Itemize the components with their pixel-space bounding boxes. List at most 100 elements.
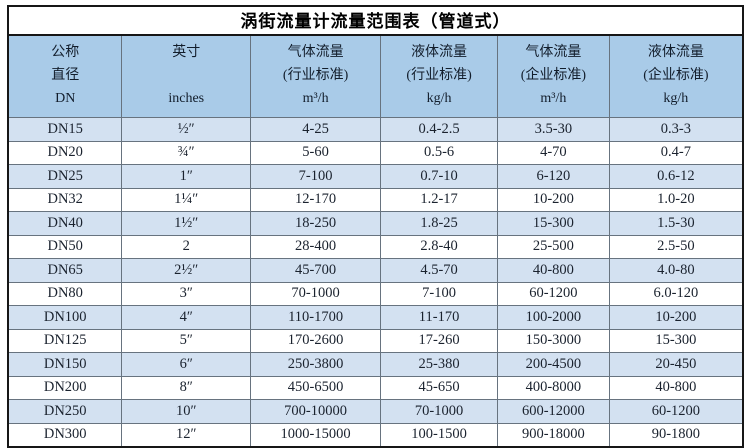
cell-liquid-enterprise: 20-450 xyxy=(608,352,744,377)
table-row: DN32 1¼″ 12-170 1.2-17 10-200 1.0-20 xyxy=(7,187,744,212)
cell-gas-enterprise: 100-2000 xyxy=(497,305,610,330)
cell-inches: 2 xyxy=(121,234,252,259)
header-line: (企业标准) xyxy=(643,68,709,84)
cell-gas-enterprise: 200-4500 xyxy=(497,352,610,377)
cell-gas-industry: 4-25 xyxy=(250,117,382,142)
header-line: kg/h xyxy=(426,90,452,106)
header-line xyxy=(122,65,250,88)
cell-gas-enterprise: 150-3000 xyxy=(497,328,610,353)
cell-dn: DN65 xyxy=(7,258,123,283)
cell-gas-industry: 28-400 xyxy=(250,234,382,259)
cell-inches: 1¼″ xyxy=(121,187,252,212)
column-header-gas-enterprise: 气体流量 (企业标准) m³/h xyxy=(497,34,610,118)
cell-inches: 1″ xyxy=(121,164,252,189)
column-header-liquid-industry: 液体流量 (行业标准) kg/h xyxy=(380,34,498,118)
cell-inches: 3″ xyxy=(121,281,252,306)
cell-gas-enterprise: 10-200 xyxy=(497,187,610,212)
cell-liquid-enterprise: 1.0-20 xyxy=(608,187,744,212)
cell-gas-enterprise: 900-18000 xyxy=(497,422,610,448)
cell-dn: DN80 xyxy=(7,281,123,306)
cell-gas-enterprise: 40-800 xyxy=(497,258,610,283)
table-row: DN125 5″ 170-2600 17-260 150-3000 15-300 xyxy=(7,328,744,353)
cell-liquid-industry: 100-1500 xyxy=(380,422,498,448)
table-row: DN25 1″ 7-100 0.7-10 6-120 0.6-12 xyxy=(7,164,744,189)
cell-liquid-enterprise: 6.0-120 xyxy=(608,281,744,306)
cell-liquid-enterprise: 60-1200 xyxy=(608,399,744,424)
header-line: m³/h xyxy=(302,90,329,106)
table-title: 涡街流量计流量范围表（管道式） xyxy=(8,6,743,36)
cell-dn: DN150 xyxy=(7,352,123,377)
cell-dn: DN125 xyxy=(7,328,123,353)
table-row: DN100 4″ 110-1700 11-170 100-2000 10-200 xyxy=(7,305,744,330)
cell-liquid-industry: 17-260 xyxy=(380,328,498,353)
header-line: 公称 xyxy=(51,45,80,61)
cell-gas-enterprise: 60-1200 xyxy=(497,281,610,306)
cell-liquid-industry: 1.2-17 xyxy=(380,187,498,212)
table-row: DN65 2½″ 45-700 4.5-70 40-800 4.0-80 xyxy=(7,258,744,283)
cell-dn: DN300 xyxy=(7,422,123,448)
header-line: 英寸 xyxy=(172,45,201,61)
cell-gas-industry: 45-700 xyxy=(250,258,382,283)
cell-gas-enterprise: 600-12000 xyxy=(497,399,610,424)
header-line: kg/h xyxy=(663,90,689,106)
cell-liquid-industry: 7-100 xyxy=(380,281,498,306)
cell-liquid-industry: 4.5-70 xyxy=(380,258,498,283)
header-line: (行业标准) xyxy=(406,68,472,84)
cell-liquid-industry: 11-170 xyxy=(380,305,498,330)
header-line: m³/h xyxy=(540,90,567,106)
cell-gas-industry: 110-1700 xyxy=(250,305,382,330)
cell-inches: 12″ xyxy=(121,422,252,448)
header-line: 气体流量 xyxy=(525,45,582,61)
cell-liquid-enterprise: 10-200 xyxy=(608,305,744,330)
cell-dn: DN200 xyxy=(7,375,123,400)
cell-gas-industry: 5-60 xyxy=(250,140,382,165)
cell-inches: ½″ xyxy=(121,117,252,142)
cell-liquid-enterprise: 0.4-7 xyxy=(608,140,744,165)
cell-inches: ¾″ xyxy=(121,140,252,165)
column-header-liquid-enterprise: 液体流量 (企业标准) kg/h xyxy=(608,34,744,118)
cell-gas-industry: 250-3800 xyxy=(250,352,382,377)
cell-liquid-industry: 2.8-40 xyxy=(380,234,498,259)
header-line: 液体流量 xyxy=(647,45,704,61)
cell-dn: DN40 xyxy=(7,211,123,236)
cell-inches: 5″ xyxy=(121,328,252,353)
table-body: DN15 ½″ 4-25 0.4-2.5 3.5-30 0.3-3 DN20 ¾… xyxy=(7,117,744,448)
cell-inches: 6″ xyxy=(121,352,252,377)
table-row: DN80 3″ 70-1000 7-100 60-1200 6.0-120 xyxy=(7,281,744,306)
header-line: DN xyxy=(55,90,76,106)
cell-dn: DN25 xyxy=(7,164,123,189)
cell-gas-enterprise: 3.5-30 xyxy=(497,117,610,142)
cell-liquid-industry: 1.8-25 xyxy=(380,211,498,236)
cell-liquid-enterprise: 0.3-3 xyxy=(608,117,744,142)
table-row: DN300 12″ 1000-15000 100-1500 900-18000 … xyxy=(7,422,744,448)
header-line: 气体流量 xyxy=(287,45,344,61)
cell-gas-industry: 1000-15000 xyxy=(250,422,382,448)
cell-liquid-industry: 70-1000 xyxy=(380,399,498,424)
cell-liquid-enterprise: 1.5-30 xyxy=(608,211,744,236)
header-line: (行业标准) xyxy=(282,68,349,84)
cell-liquid-industry: 25-380 xyxy=(380,352,498,377)
header-row: 公称 直径 DN 英寸 inches 气体流量 (行业标准) m³/h 液体流量… xyxy=(7,34,744,118)
cell-inches: 10″ xyxy=(121,399,252,424)
cell-liquid-enterprise: 0.6-12 xyxy=(608,164,744,189)
cell-gas-enterprise: 25-500 xyxy=(497,234,610,259)
table-row: DN15 ½″ 4-25 0.4-2.5 3.5-30 0.3-3 xyxy=(7,117,744,142)
column-header-inches: 英寸 inches xyxy=(121,34,252,118)
table-row: DN150 6″ 250-3800 25-380 200-4500 20-450 xyxy=(7,352,744,377)
cell-gas-enterprise: 400-8000 xyxy=(497,375,610,400)
table-row: DN20 ¾″ 5-60 0.5-6 4-70 0.4-7 xyxy=(7,140,744,165)
cell-liquid-industry: 0.7-10 xyxy=(380,164,498,189)
header-line: 液体流量 xyxy=(411,45,468,61)
cell-dn: DN100 xyxy=(7,305,123,330)
cell-liquid-enterprise: 2.5-50 xyxy=(608,234,744,259)
title-row: 涡街流量计流量范围表（管道式） xyxy=(8,6,743,36)
cell-dn: DN50 xyxy=(7,234,123,259)
cell-inches: 8″ xyxy=(121,375,252,400)
cell-gas-industry: 18-250 xyxy=(250,211,382,236)
cell-inches: 2½″ xyxy=(121,258,252,283)
column-header-gas-industry: 气体流量 (行业标准) m³/h xyxy=(250,34,382,118)
header-line: 直径 xyxy=(51,68,80,84)
cell-liquid-industry: 45-650 xyxy=(380,375,498,400)
table-row: DN200 8″ 450-6500 45-650 400-8000 40-800 xyxy=(7,375,744,400)
cell-dn: DN15 xyxy=(7,117,123,142)
